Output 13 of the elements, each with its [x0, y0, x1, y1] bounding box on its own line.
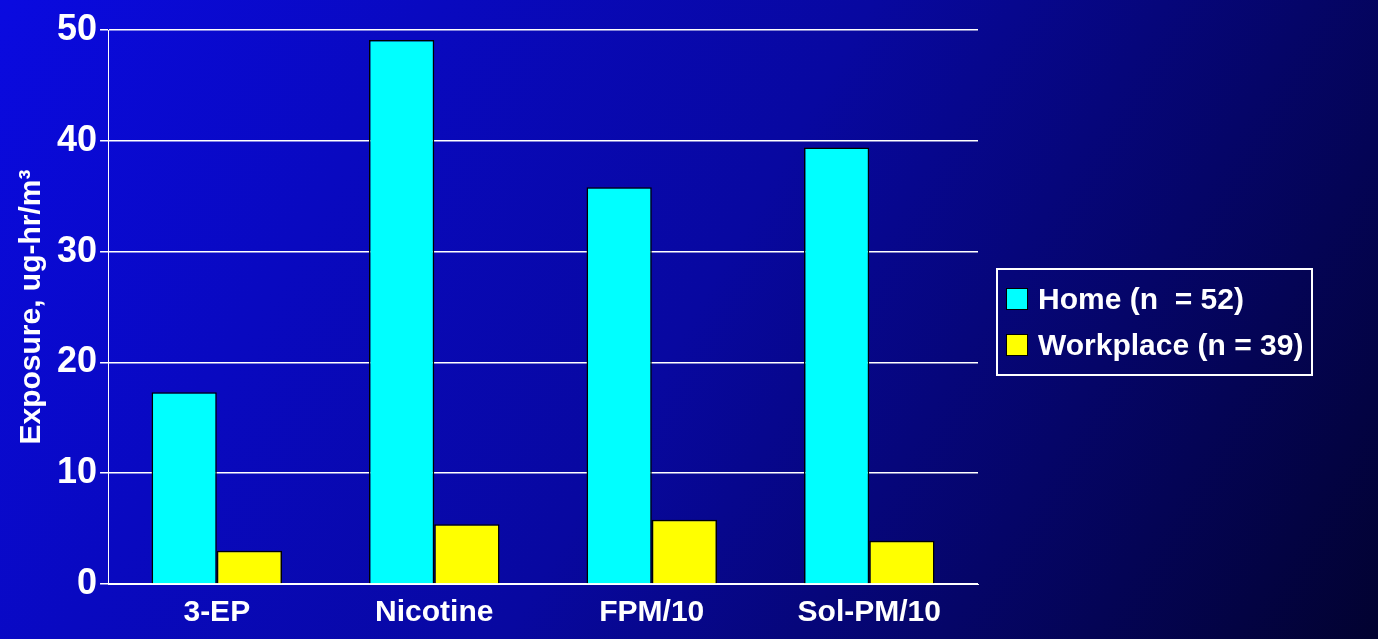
y-tick-label: 40: [57, 117, 98, 159]
y-tick-label: 20: [57, 339, 98, 381]
y-tick-label: 30: [57, 228, 98, 270]
x-tick-label: FPM/10: [599, 594, 705, 628]
y-tick-label: 50: [57, 6, 98, 48]
x-tick-label: Sol-PM/10: [797, 594, 941, 628]
y-tick-label: 10: [57, 450, 98, 492]
x-tick-label: Nicotine: [375, 594, 494, 628]
text: Home (n = 52): [1038, 281, 1244, 317]
legend-label: Workplace (n = 39): [1038, 327, 1304, 363]
x-tick-label: 3-EP: [183, 594, 251, 628]
y-tick-label: 0: [77, 560, 98, 602]
y-axis-title: Exposure, ug-hr/m³: [13, 169, 47, 445]
